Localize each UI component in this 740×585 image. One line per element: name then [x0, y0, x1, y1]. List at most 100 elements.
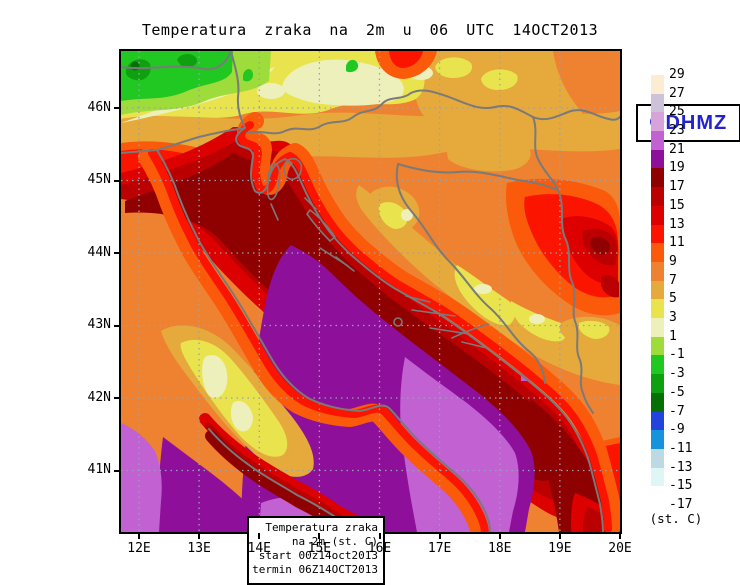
- colorbar-tick-label: -15: [669, 478, 693, 494]
- colorbar-swatch: [651, 280, 664, 300]
- colorbar-swatch: [651, 392, 664, 412]
- y-axis-tick: [114, 252, 121, 254]
- colorbar-tick-label: 13: [669, 216, 685, 232]
- inset-legend-line: Temperatura zraka: [265, 521, 378, 534]
- x-axis-tick-label: 17E: [427, 541, 452, 556]
- colorbar: 29 27 25 23 21 19 17 15 13 11 9 7 5 3 1 -1 -3 -5 -7 -9 -11 -1…: [651, 67, 736, 525]
- border-serbia: [532, 116, 559, 191]
- x-axis-tick: [378, 533, 381, 539]
- y-axis-tick-label: 41N: [87, 462, 111, 477]
- x-axis-tick-label: 13E: [187, 541, 211, 556]
- colorbar-swatch: [651, 187, 664, 207]
- inset-legend-box: Temperatura zraka na 2m (st. C) start 00z1…: [247, 516, 385, 585]
- latitude-axis: 46N 45N 44N 43N 42N 41N: [78, 51, 121, 533]
- colorbar-swatch: [651, 336, 664, 356]
- colorbar-tick-label: -11: [669, 440, 693, 456]
- colorbar-tick-label: 5: [669, 291, 677, 307]
- colorbar-swatch: [651, 411, 664, 431]
- colorbar-tick-label: 19: [669, 160, 685, 176]
- y-axis-tick: [114, 107, 121, 109]
- border-drina: [557, 189, 594, 414]
- colorbar-swatch: [651, 205, 664, 225]
- x-axis-tick-label: 12E: [127, 541, 151, 556]
- colorbar-tick-label: -7: [669, 403, 685, 419]
- y-axis-tick: [114, 179, 121, 182]
- colorbar-tick-label: 21: [669, 141, 685, 157]
- colorbar-swatch: [651, 75, 664, 95]
- x-axis-tick: [438, 533, 441, 539]
- colorbar-tick-label: -17: [669, 497, 693, 512]
- colorbar-tick-label: 29: [669, 67, 685, 82]
- colorbar-swatch: [651, 486, 664, 506]
- inset-legend-line: termin 06Z14OCT2013: [252, 563, 378, 576]
- x-axis-tick: [258, 533, 261, 539]
- x-axis-tick: [558, 533, 561, 539]
- coastlines-and-borders: [121, 51, 620, 532]
- colorbar-swatch: [651, 224, 664, 244]
- colorbar-tick-label: 7: [669, 272, 677, 288]
- colorbar-swatch: [651, 112, 664, 132]
- colorbar-swatch: [651, 430, 664, 450]
- colorbar-tick-label: -9: [669, 422, 685, 438]
- x-axis-tick-label: 19E: [548, 541, 572, 556]
- border-slovenia-west: [230, 51, 246, 129]
- colorbar-tick-label: -13: [669, 459, 693, 475]
- x-axis-tick: [138, 533, 140, 539]
- colorbar-swatch: [651, 168, 664, 188]
- colorbar-unit-label: (st. C): [649, 511, 703, 526]
- adriatic-islands: [266, 157, 489, 349]
- longitude-axis: 12E 13E 14E 15E 16E 17E 18E 19E 20E: [121, 533, 632, 559]
- colorbar-swatch: [651, 355, 664, 375]
- colorbar-swatch: [651, 131, 664, 151]
- border-bosnia-west: [395, 163, 546, 384]
- x-axis-tick: [198, 533, 201, 539]
- y-axis-tick: [114, 469, 121, 472]
- dhmz-logo-text: ©DHMZ: [649, 111, 728, 134]
- colorbar-swatch: [651, 467, 664, 487]
- inset-legend-line: na 2m (st. C): [291, 535, 378, 548]
- border-sava: [397, 163, 559, 191]
- colorbar-tick-label: 23: [669, 123, 685, 139]
- x-axis-tick-label: 20E: [608, 541, 632, 556]
- y-axis-tick-label: 45N: [87, 172, 111, 187]
- x-axis-tick-label: 14E: [247, 541, 271, 556]
- colorbar-tick-label: 17: [669, 179, 685, 195]
- colorbar-tick-label: 11: [669, 235, 685, 251]
- colorbar-swatch: [651, 243, 664, 263]
- colorbar-swatch: [651, 93, 664, 113]
- temperature-field-map: [121, 51, 620, 532]
- inset-legend-line: start 00z14oct2013: [258, 549, 378, 562]
- colorbar-swatch: [651, 374, 664, 394]
- colorbar-swatch: [651, 318, 664, 338]
- x-axis-tick-label: 16E: [367, 541, 392, 556]
- x-axis-tick: [619, 533, 621, 539]
- colorbar-tick-label: 1: [669, 328, 677, 344]
- colorbar-tick-label: -5: [669, 384, 685, 400]
- colorbar-tick-label: 27: [669, 85, 685, 101]
- x-axis-tick: [318, 533, 321, 539]
- colorbar-swatch: [651, 299, 664, 319]
- x-axis-tick-label: 15E: [307, 541, 332, 556]
- colorbar-tick-label: -3: [669, 366, 685, 382]
- colorbar-tick-label: 15: [669, 197, 685, 213]
- border-alps: [121, 51, 232, 71]
- colorbar-tick-label: -1: [669, 347, 685, 363]
- colorbar-tick-label: 9: [669, 253, 677, 269]
- temperature-field: [121, 51, 620, 532]
- y-axis-tick: [114, 324, 121, 327]
- border-slovenia-croatia: [246, 92, 412, 135]
- colorbar-tick-label: 3: [669, 310, 677, 326]
- x-axis-tick-label: 18E: [488, 541, 512, 556]
- map-title: Temperatura zraka na 2m u 06 UTC 14OCT20…: [141, 21, 599, 39]
- y-axis-tick-label: 44N: [87, 244, 111, 260]
- x-axis-tick: [498, 533, 501, 539]
- y-axis-tick-label: 42N: [87, 389, 111, 405]
- colorbar-swatch: [651, 261, 664, 282]
- colorbar-swatch: [651, 448, 664, 468]
- map-plot-area: ©DHMZ Temperatura zraka na 2m (st. C) star…: [119, 49, 740, 585]
- y-axis-tick-label: 43N: [87, 317, 111, 332]
- y-axis-tick: [114, 397, 121, 399]
- colorbar-swatch: [651, 149, 664, 169]
- y-axis-tick-label: 46N: [87, 99, 111, 115]
- colorbar-tick-label: 25: [669, 104, 685, 120]
